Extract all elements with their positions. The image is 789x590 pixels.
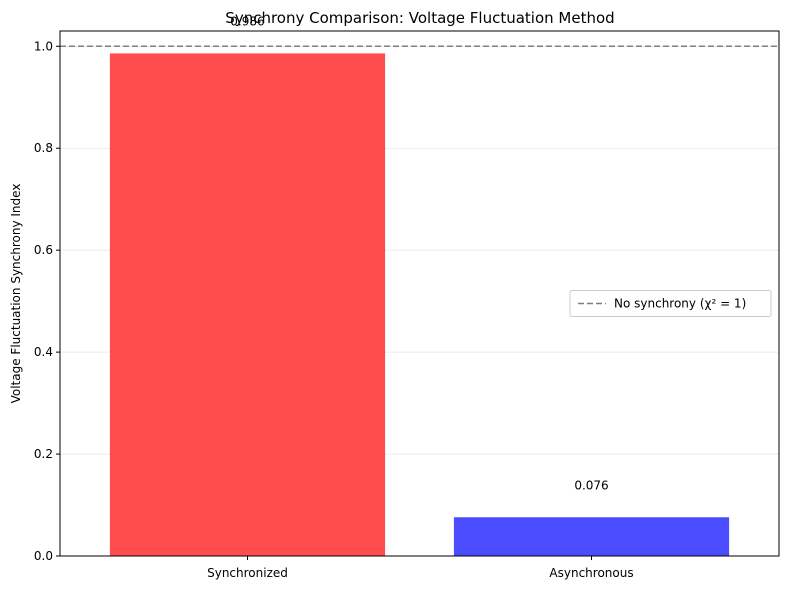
bar-value-label: 0.076 bbox=[574, 478, 608, 492]
legend-entry: No synchrony (χ² = 1) bbox=[614, 297, 746, 311]
chart-title: Synchrony Comparison: Voltage Fluctuatio… bbox=[225, 9, 614, 27]
bar-synchronized bbox=[109, 53, 386, 556]
legend: No synchrony (χ² = 1) bbox=[569, 290, 772, 317]
plot-frame bbox=[59, 30, 780, 557]
y-tick-label: 0.2 bbox=[34, 447, 53, 461]
legend-box bbox=[569, 290, 772, 317]
y-axis-ticks: 0.0 0.2 0.4 0.6 0.8 1.0 bbox=[34, 39, 60, 563]
bar-value-label: 0.986 bbox=[230, 14, 264, 28]
y-tick-label: 1.0 bbox=[34, 39, 53, 53]
bars bbox=[109, 53, 730, 556]
bar-value-labels: 0.986 0.076 bbox=[230, 14, 608, 492]
y-tick-label: 0.6 bbox=[34, 243, 53, 257]
bar-asynchronous bbox=[453, 517, 730, 556]
y-tick-label: 0.8 bbox=[34, 141, 53, 155]
x-tick-label: Asynchronous bbox=[549, 566, 633, 580]
x-axis-ticks: Synchronized Asynchronous bbox=[207, 556, 634, 580]
y-tick-label: 0.4 bbox=[34, 345, 53, 359]
y-axis-label: Voltage Fluctuation Synchrony Index bbox=[9, 184, 23, 404]
x-tick-label: Synchronized bbox=[207, 566, 288, 580]
y-tick-label: 0.0 bbox=[34, 549, 53, 563]
